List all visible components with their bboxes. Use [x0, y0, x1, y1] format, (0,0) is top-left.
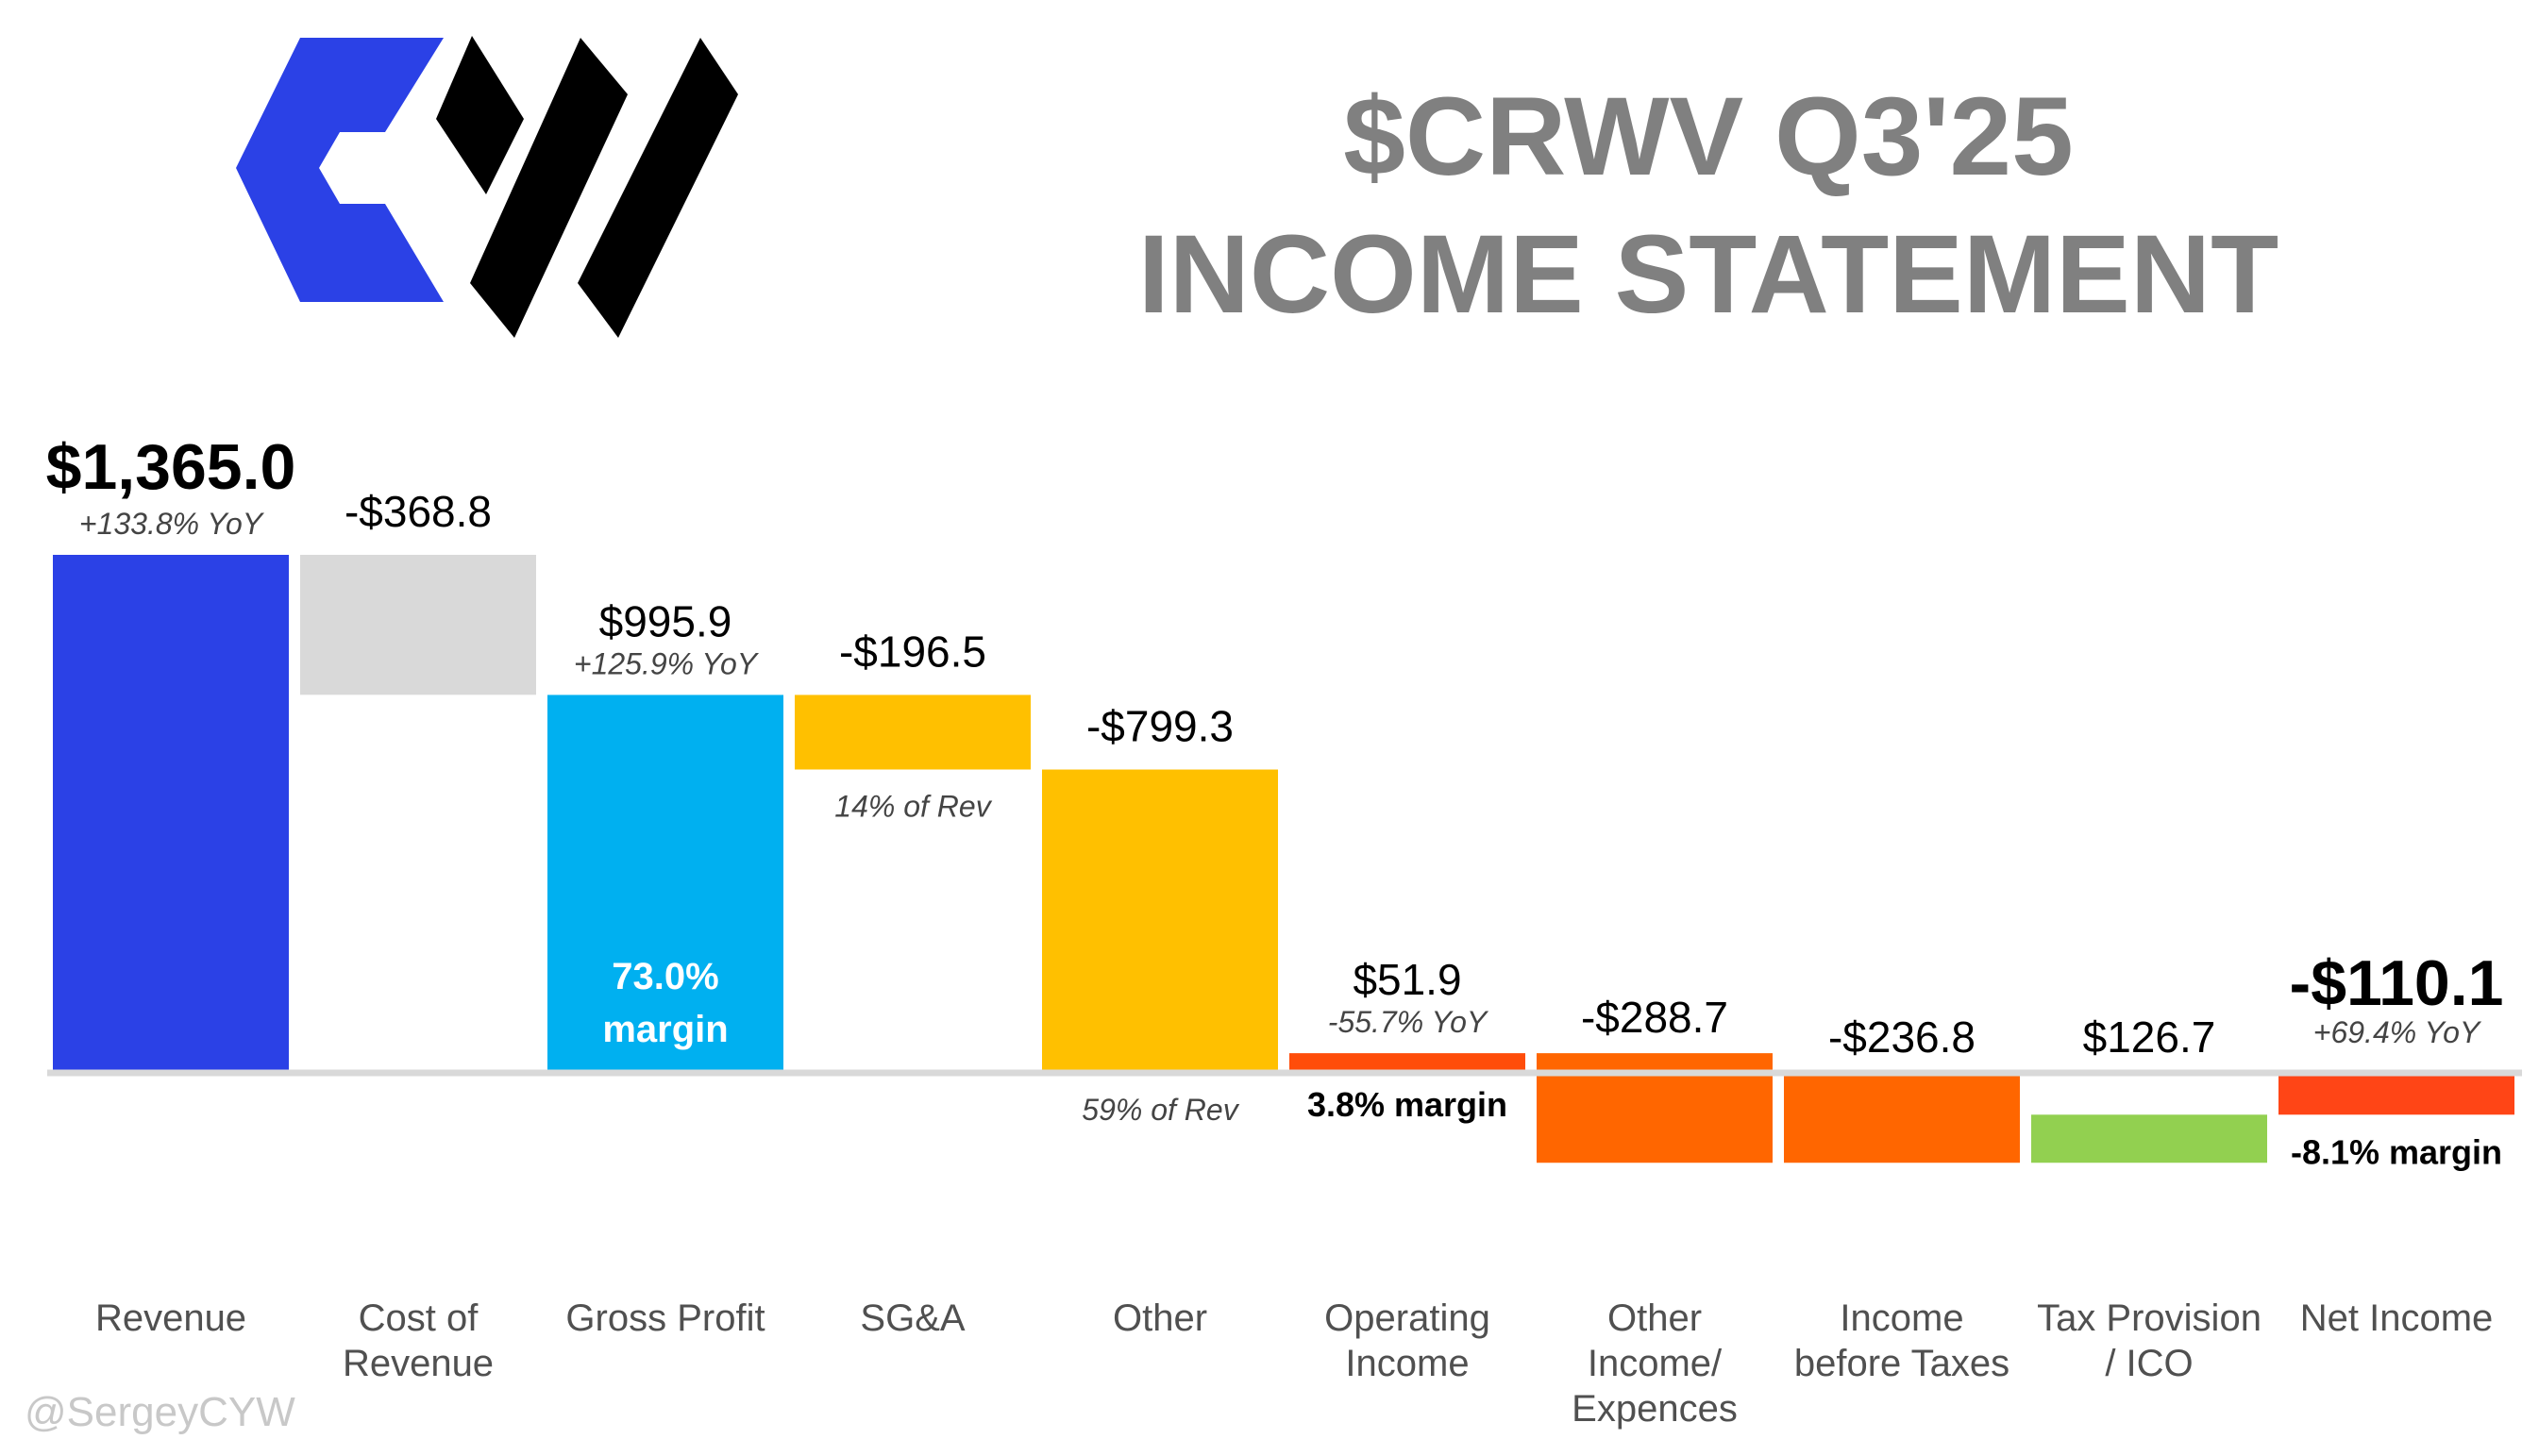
- category-label-8-1: / ICO: [2105, 1343, 2193, 1384]
- yoy-label-9: +69.4% YoY: [2313, 1015, 2482, 1049]
- coreweave-logo-icon: [236, 36, 738, 338]
- bar-0: [53, 555, 289, 1073]
- logo-stroke-1: [470, 38, 628, 338]
- bar-8: [2031, 1114, 2267, 1163]
- note-label-4: 59% of Rev: [1082, 1093, 1239, 1127]
- category-label-9-0: Net Income: [2300, 1297, 2494, 1339]
- value-label-0: $1,365.0: [46, 431, 296, 503]
- category-label-5-1: Income: [1345, 1343, 1469, 1384]
- value-label-1: -$368.8: [345, 487, 492, 536]
- yoy-label-5: -55.7% YoY: [1328, 1005, 1489, 1039]
- category-label-3-0: SG&A: [860, 1297, 965, 1339]
- value-label-2: $995.9: [599, 596, 732, 645]
- category-label-4-0: Other: [1113, 1297, 1207, 1339]
- category-label-6-0: Other: [1607, 1297, 1702, 1339]
- category-label-8-0: Tax Provision: [2037, 1297, 2262, 1339]
- category-label-6-2: Expences: [1572, 1388, 1738, 1430]
- category-label-5-0: Operating: [1324, 1297, 1490, 1339]
- value-label-9: -$110.1: [2290, 947, 2504, 1019]
- category-label-7-0: Income: [1840, 1297, 1963, 1339]
- category-label-6-1: Income/: [1588, 1343, 1723, 1384]
- title-line-1: $CRWV Q3'25: [1343, 75, 2074, 199]
- logo-stroke-2: [578, 38, 738, 338]
- bar-2: [547, 695, 783, 1073]
- value-label-7: -$236.8: [1828, 1013, 1976, 1062]
- watermark: @SergeyCYW: [25, 1389, 295, 1435]
- margin-label-2-a: 73.0%: [612, 956, 718, 997]
- category-label-7-1: before Taxes: [1794, 1343, 2009, 1384]
- category-label-1-0: Cost of: [359, 1297, 479, 1339]
- margin-label-2-b: margin: [602, 1009, 728, 1050]
- value-label-6: -$288.7: [1581, 993, 1728, 1042]
- value-label-4: -$799.3: [1086, 702, 1234, 751]
- bar-1: [300, 555, 536, 695]
- bar-5: [1289, 1053, 1525, 1073]
- logo-c-shape: [236, 38, 444, 302]
- value-label-8: $126.7: [2083, 1013, 2216, 1062]
- margin-label-5: 3.8% margin: [1307, 1085, 1507, 1124]
- bar-4: [1042, 769, 1278, 1073]
- yoy-label-0: +133.8% YoY: [79, 507, 265, 541]
- value-label-5: $51.9: [1353, 955, 1461, 1004]
- margin-label-9: -8.1% margin: [2291, 1132, 2502, 1171]
- category-label-0-0: Revenue: [95, 1297, 246, 1339]
- bar-9: [2278, 1073, 2514, 1115]
- title-line-2: INCOME STATEMENT: [1137, 212, 2279, 337]
- value-label-3: -$196.5: [839, 627, 986, 676]
- note-label-3: 14% of Rev: [834, 789, 992, 823]
- category-label-1-1: Revenue: [343, 1343, 494, 1384]
- bar-7: [1784, 1073, 2020, 1163]
- bar-3: [795, 695, 1031, 770]
- category-label-2-0: Gross Profit: [565, 1297, 765, 1339]
- yoy-label-2: +125.9% YoY: [574, 646, 760, 680]
- logo-diamond-shape: [436, 36, 524, 194]
